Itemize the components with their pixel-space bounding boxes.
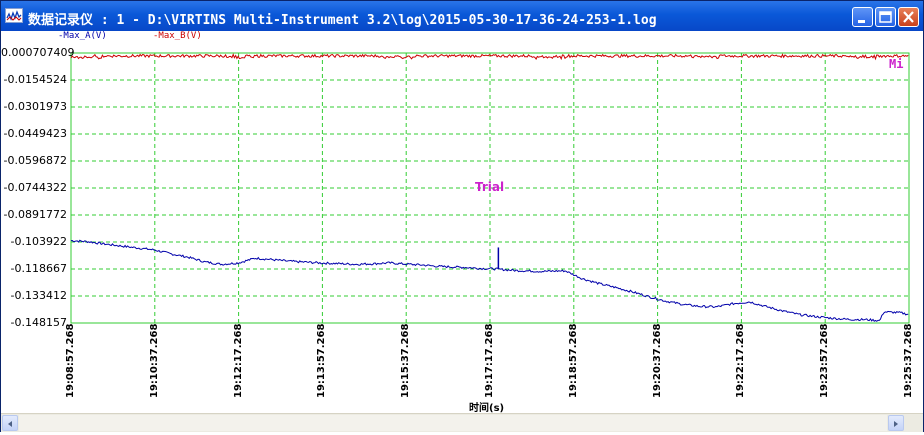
scroll-left-button[interactable] [2, 415, 18, 431]
maximize-icon [879, 11, 892, 23]
y-tick-label: -0.148157 [10, 316, 67, 329]
y-tick-label: -0.0891772 [3, 208, 67, 221]
x-tick-label: 19:18:57.268 [567, 323, 579, 398]
scroll-track[interactable] [19, 415, 887, 431]
x-axis-title: 时间(s) [469, 403, 505, 414]
y-tick-label: -0.0154524 [3, 73, 67, 86]
trial-watermark: Trial [475, 180, 505, 194]
legend-entry-max-a: -Max_A(V) [58, 31, 107, 41]
y-tick-label: -0.0744322 [3, 181, 67, 194]
x-tick-label: 19:10:37.268 [148, 323, 160, 398]
x-tick-label: 19:17:17.268 [484, 323, 495, 398]
window-title: 数据记录仪 : 1 - D:\VIRTINS Multi-Instrument … [28, 13, 657, 28]
x-tick-label: 19:23:57.268 [819, 323, 831, 398]
maximize-button[interactable] [875, 7, 896, 27]
arrow-right-icon [894, 421, 898, 427]
close-icon [903, 11, 914, 23]
series-line-max-b [70, 53, 909, 61]
scroll-right-button[interactable] [888, 415, 904, 431]
y-tick-label: -0.0449423 [3, 127, 67, 140]
plot-frame [70, 52, 910, 324]
legend-entry-max-b: -Max_B(V) [153, 31, 202, 41]
y-tick-label: -0.103922 [10, 235, 67, 248]
x-tick-label: 19:20:37.268 [651, 323, 663, 398]
minimize-icon [858, 20, 865, 23]
close-button[interactable] [898, 7, 919, 27]
y-tick-label: -0.133412 [10, 289, 67, 302]
x-tick-label: 19:15:37.268 [400, 323, 412, 398]
minimize-button[interactable] [852, 7, 873, 27]
series-line-max-a [70, 239, 909, 322]
x-tick-label: 19:08:57.268 [65, 323, 76, 398]
x-tick-label: 19:25:37.268 [903, 323, 914, 398]
x-tick-label: 19:13:57.268 [316, 323, 328, 398]
x-tick-label: 19:12:17.268 [232, 323, 244, 398]
title-bar[interactable]: 数据记录仪 : 1 - D:\VIRTINS Multi-Instrument … [1, 1, 923, 31]
arrow-left-icon [8, 421, 12, 427]
y-tick-label: -0.0596872 [3, 154, 67, 167]
y-tick-label: -0.118667 [10, 262, 67, 275]
y-tick-label: 0.000707409 [1, 46, 75, 59]
instrument-tag: Mi [889, 57, 904, 71]
y-tick-label: -0.0301973 [3, 100, 67, 113]
x-tick-label: 19:22:17.268 [735, 323, 747, 398]
waveform-app-icon [5, 8, 23, 23]
horizontal-scrollbar[interactable] [1, 413, 923, 432]
